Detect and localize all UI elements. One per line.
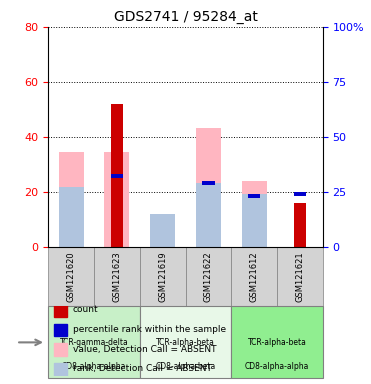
Bar <box>54 305 68 317</box>
Bar <box>293 192 306 196</box>
Bar <box>202 180 215 185</box>
Bar <box>54 343 68 356</box>
Bar <box>104 152 129 247</box>
FancyBboxPatch shape <box>94 247 140 306</box>
FancyBboxPatch shape <box>231 247 277 306</box>
FancyBboxPatch shape <box>48 306 140 378</box>
Bar <box>248 194 260 198</box>
Bar <box>242 180 267 247</box>
Bar <box>54 363 68 376</box>
Text: GSM121621: GSM121621 <box>295 251 304 302</box>
Bar <box>150 220 175 247</box>
FancyBboxPatch shape <box>140 247 186 306</box>
Text: GSM121620: GSM121620 <box>67 251 76 302</box>
Text: CD8-alpha-alpha: CD8-alpha-alpha <box>62 362 126 371</box>
Bar <box>54 324 68 336</box>
Text: TCR-gamma-delta: TCR-gamma-delta <box>60 338 128 347</box>
FancyBboxPatch shape <box>48 247 94 306</box>
Text: GSM121612: GSM121612 <box>250 251 259 302</box>
Bar <box>242 194 267 247</box>
FancyBboxPatch shape <box>140 306 231 378</box>
Text: count: count <box>73 305 99 314</box>
Bar <box>59 187 84 247</box>
Text: GSM121622: GSM121622 <box>204 251 213 302</box>
Text: CD8-alpha-alpha: CD8-alpha-alpha <box>245 362 309 371</box>
FancyBboxPatch shape <box>186 247 231 306</box>
Bar <box>196 128 221 247</box>
Text: TCR-alpha-beta: TCR-alpha-beta <box>247 338 306 347</box>
Title: GDS2741 / 95284_at: GDS2741 / 95284_at <box>114 10 257 25</box>
Bar <box>111 104 123 247</box>
Bar <box>111 174 123 179</box>
Text: GSM121623: GSM121623 <box>112 251 121 302</box>
Text: percentile rank within the sample: percentile rank within the sample <box>73 325 226 334</box>
Text: CD8-alpha-beta: CD8-alpha-beta <box>155 362 216 371</box>
Bar <box>59 152 84 247</box>
Bar <box>293 203 306 247</box>
Bar <box>150 214 175 247</box>
FancyBboxPatch shape <box>277 247 323 306</box>
FancyBboxPatch shape <box>231 306 323 378</box>
Text: rank, Detection Call = ABSENT: rank, Detection Call = ABSENT <box>73 364 212 373</box>
Bar <box>196 183 221 247</box>
Text: GSM121619: GSM121619 <box>158 251 167 302</box>
Text: TCR-alpha-beta: TCR-alpha-beta <box>156 338 215 347</box>
Text: value, Detection Call = ABSENT: value, Detection Call = ABSENT <box>73 344 216 354</box>
